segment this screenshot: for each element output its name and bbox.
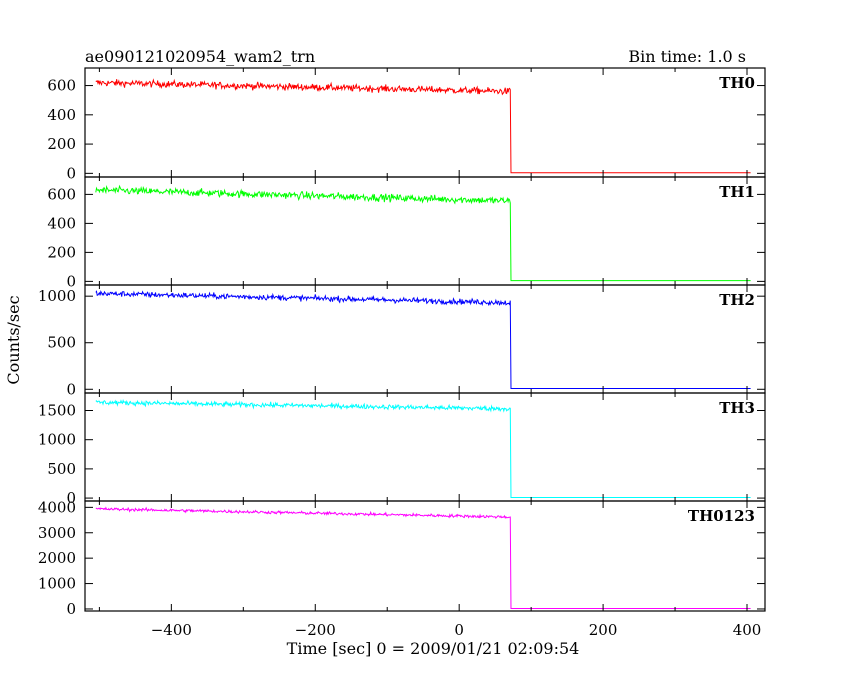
x-tick-label: 0	[454, 621, 464, 639]
panel-frame-th3	[84, 392, 766, 502]
y-tick-label: 600	[47, 77, 76, 95]
y-tick-label: 0	[66, 380, 76, 398]
series-line-th1	[95, 184, 751, 282]
x-tick-label: −400	[151, 621, 192, 639]
y-tick-label: 200	[47, 243, 76, 261]
y-tick-label: 400	[47, 106, 76, 124]
y-tick-label: 0	[66, 164, 76, 182]
y-tick-label: 500	[47, 334, 76, 352]
y-tick-label: 2000	[38, 549, 76, 567]
panel-label-th3: TH3	[719, 399, 755, 417]
panel-frame-th0123	[84, 500, 766, 612]
panel-label-th1: TH1	[719, 183, 755, 201]
panel-label-th0: TH0	[719, 74, 755, 92]
y-axis-label: Counts/sec	[4, 295, 23, 384]
series-line-th2	[95, 290, 751, 390]
y-tick-label: 4000	[38, 498, 76, 516]
y-tick-label: 1000	[38, 431, 76, 449]
x-axis-label: Time [sec] 0 = 2009/01/21 02:09:54	[287, 639, 580, 658]
y-tick-label: 600	[47, 185, 76, 203]
y-tick-label: 1000	[38, 287, 76, 305]
y-tick-label: 3000	[38, 524, 76, 542]
series-line-th3	[95, 398, 751, 498]
y-tick-label: 0	[66, 489, 76, 507]
y-tick-label: 0	[66, 272, 76, 290]
bin-time-label: Bin time: 1.0 s	[628, 47, 746, 66]
series-line-th0123	[95, 506, 751, 609]
x-tick-label: −200	[295, 621, 336, 639]
y-tick-label: 0	[66, 600, 76, 618]
y-tick-label: 400	[47, 214, 76, 232]
series-line-th0	[95, 78, 751, 174]
x-tick-label: 400	[733, 621, 762, 639]
panel-label-th2: TH2	[719, 291, 755, 309]
panels-group: 0 200 400 600 TH0 0 200 400 600 TH1 0 500 1000 TH2 0 50…	[38, 67, 766, 639]
panel-label-th0123: TH0123	[688, 507, 755, 525]
y-tick-label: 500	[47, 460, 76, 478]
chart-title: ae090121020954_wam2_trn	[85, 47, 315, 66]
y-tick-label: 1000	[38, 575, 76, 593]
y-tick-label: 200	[47, 135, 76, 153]
y-tick-label: 1500	[38, 402, 76, 420]
x-tick-label: 200	[589, 621, 618, 639]
